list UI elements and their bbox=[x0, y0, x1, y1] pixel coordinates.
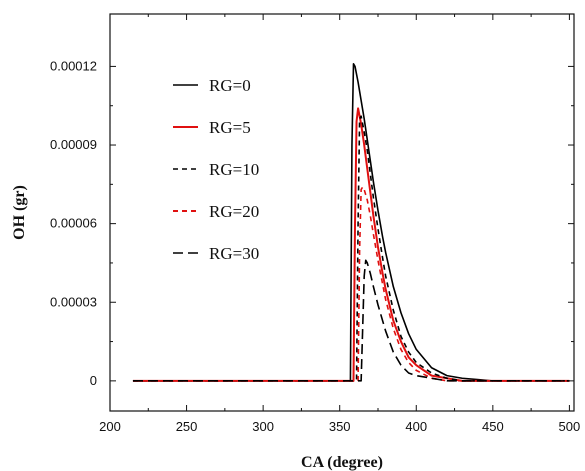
x-tick-label: 400 bbox=[405, 419, 427, 434]
legend-label: RG=30 bbox=[209, 244, 259, 263]
series-line bbox=[132, 259, 570, 382]
y-tick-label: 0.00012 bbox=[50, 58, 97, 73]
y-axis-title: OH (gr) bbox=[11, 185, 28, 240]
plot-layer bbox=[109, 13, 575, 412]
x-tick-label: 200 bbox=[99, 419, 121, 434]
y-tick-label: 0 bbox=[90, 373, 97, 388]
plot-frame bbox=[109, 13, 575, 412]
legend: RG=0 RG=5 RG=10 RG=20 RG=30 bbox=[173, 76, 259, 263]
legend-label: RG=20 bbox=[209, 202, 259, 221]
x-axis-title: CA (degree) bbox=[301, 454, 383, 471]
series-line bbox=[132, 62, 570, 382]
y-tick-label: 0.00009 bbox=[50, 137, 97, 152]
y-tick-label: 0.00003 bbox=[50, 294, 97, 309]
y-tick-label: 0.00006 bbox=[50, 216, 97, 231]
x-tick-label: 500 bbox=[559, 419, 581, 434]
x-tick-label: 450 bbox=[482, 419, 504, 434]
x-tick-label: 300 bbox=[252, 419, 274, 434]
x-tick-label: 350 bbox=[329, 419, 351, 434]
legend-label: RG=10 bbox=[209, 160, 259, 179]
series-layer bbox=[132, 62, 570, 382]
legend-label: RG=5 bbox=[209, 118, 251, 137]
legend-label: RG=0 bbox=[209, 76, 251, 95]
x-tick-label: 250 bbox=[176, 419, 198, 434]
axis-layer: 200 250 300 350 400 450 500 0 0.00003 0.00006 0.00… bbox=[50, 14, 580, 434]
